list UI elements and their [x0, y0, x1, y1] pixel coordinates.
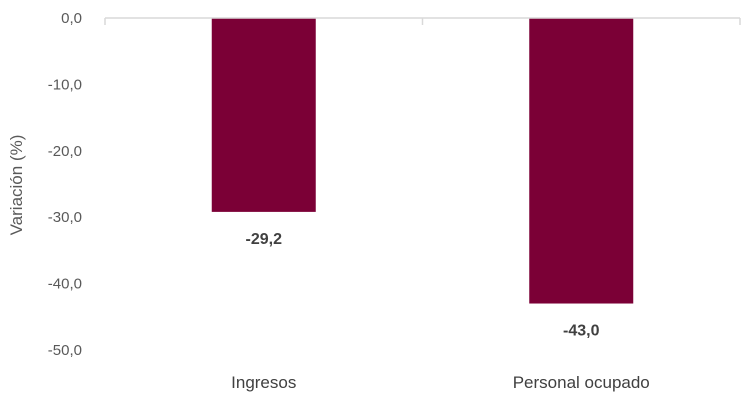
y-axis-ticks: 0,0 -10,0 -20,0 -30,0 -40,0 -50,0 — [48, 10, 82, 359]
bars — [211, 18, 634, 304]
y-tick-label: 0,0 — [61, 10, 82, 27]
y-tick-label: -20,0 — [48, 143, 82, 160]
data-label: -43,0 — [563, 323, 600, 340]
x-category-label: Personal ocupado — [513, 373, 650, 392]
y-tick-label: -30,0 — [48, 209, 82, 226]
x-axis-categories: Ingresos Personal ocupado — [231, 373, 650, 392]
bar — [211, 18, 316, 212]
x-category-label: Ingresos — [231, 373, 296, 392]
y-tick-label: -10,0 — [48, 76, 82, 93]
bar — [529, 18, 634, 304]
data-label: -29,2 — [246, 231, 283, 248]
data-labels: -29,2 -43,0 — [246, 231, 600, 340]
y-tick-label: -50,0 — [48, 342, 82, 359]
y-tick-label: -40,0 — [48, 276, 82, 293]
y-axis-title: Variación (%) — [7, 135, 26, 236]
